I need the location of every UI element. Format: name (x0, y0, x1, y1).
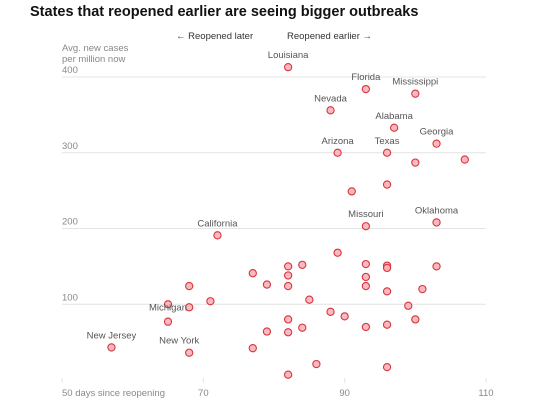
point-label: California (197, 218, 238, 229)
data-point (206, 297, 215, 306)
data-point (382, 362, 392, 372)
data-point-missouri (361, 222, 371, 231)
data-point (312, 359, 321, 369)
data-point (283, 315, 293, 324)
y-axis-label-line-1: Avg. new cases (62, 43, 129, 54)
data-point (305, 295, 314, 304)
axes: ← Reopened later Reopened earlier → Avg.… (61, 31, 494, 399)
data-point (333, 248, 342, 257)
data-point (185, 303, 194, 312)
x-tick-label: 70 (198, 388, 209, 399)
point-label: Missouri (348, 209, 383, 220)
data-point (382, 320, 392, 329)
data-point (361, 272, 371, 282)
data-point (248, 344, 257, 353)
point-labels: Louisiana Florida Mississippi Nevada Alabama… (87, 50, 459, 347)
point-label: New Jersey (87, 330, 137, 341)
data-point-mississippi (411, 89, 420, 98)
data-point (283, 370, 293, 379)
point-label: Georgia (420, 127, 455, 138)
data-point (248, 269, 257, 278)
y-axis-label-line-2: per million now (62, 54, 125, 65)
point-label: Alabama (375, 111, 413, 122)
point-label: Mississippi (392, 77, 438, 88)
data-point (283, 281, 293, 291)
x-tick-label: 90 (339, 388, 350, 399)
data-point-florida (361, 84, 371, 94)
point-label: Nevada (314, 93, 347, 104)
data-point-california (213, 231, 222, 240)
data-point (347, 187, 356, 196)
point-label: Texas (375, 136, 400, 147)
data-point (418, 284, 427, 294)
y-tick-label: 100 (62, 292, 78, 303)
point-label: Louisiana (268, 50, 309, 61)
data-points (107, 63, 469, 379)
x-tick-label: 110 (478, 388, 493, 399)
data-point-oklahoma (432, 218, 441, 227)
data-point-texas (382, 148, 392, 157)
data-point (326, 307, 335, 316)
data-point (411, 315, 420, 324)
data-point (361, 322, 371, 332)
x-tick-label: 50 days since reopening (62, 388, 165, 399)
data-point (283, 262, 293, 271)
data-point (283, 328, 293, 337)
data-point-arizona (333, 148, 342, 157)
data-point (432, 262, 441, 271)
data-point (404, 301, 413, 310)
point-label: Michigan (149, 303, 187, 314)
data-point (382, 263, 392, 273)
data-point (340, 312, 349, 321)
data-point (361, 259, 371, 269)
data-point-new-jersey (107, 343, 116, 352)
point-label: Oklahoma (415, 205, 459, 216)
data-point (382, 287, 392, 296)
point-label: Arizona (321, 136, 354, 147)
data-point (361, 281, 371, 291)
point-label: New York (159, 336, 199, 347)
y-tick-label: 300 (62, 141, 78, 152)
data-point (262, 327, 272, 336)
data-point (163, 300, 173, 309)
y-tick-label: 400 (62, 65, 78, 76)
annotation-reopened-earlier: Reopened earlier → (287, 31, 372, 42)
data-point-louisiana (283, 63, 293, 72)
data-point-michigan (163, 317, 173, 326)
data-point (460, 155, 469, 164)
annotation-reopened-later: ← Reopened later (176, 31, 253, 42)
data-point (283, 271, 293, 280)
point-label: Florida (351, 72, 381, 83)
data-point (262, 280, 272, 289)
y-tick-label: 200 (62, 217, 78, 228)
chart-title: States that reopened earlier are seeing … (30, 4, 419, 20)
gridlines (62, 76, 486, 305)
data-point-georgia (432, 139, 441, 148)
data-point-alabama (389, 123, 399, 132)
data-point (382, 180, 392, 189)
data-point-nevada (326, 106, 335, 115)
data-point (411, 158, 420, 167)
data-point (298, 260, 307, 270)
data-point (298, 323, 307, 332)
data-point-new-york (185, 348, 194, 357)
data-point (185, 281, 194, 291)
